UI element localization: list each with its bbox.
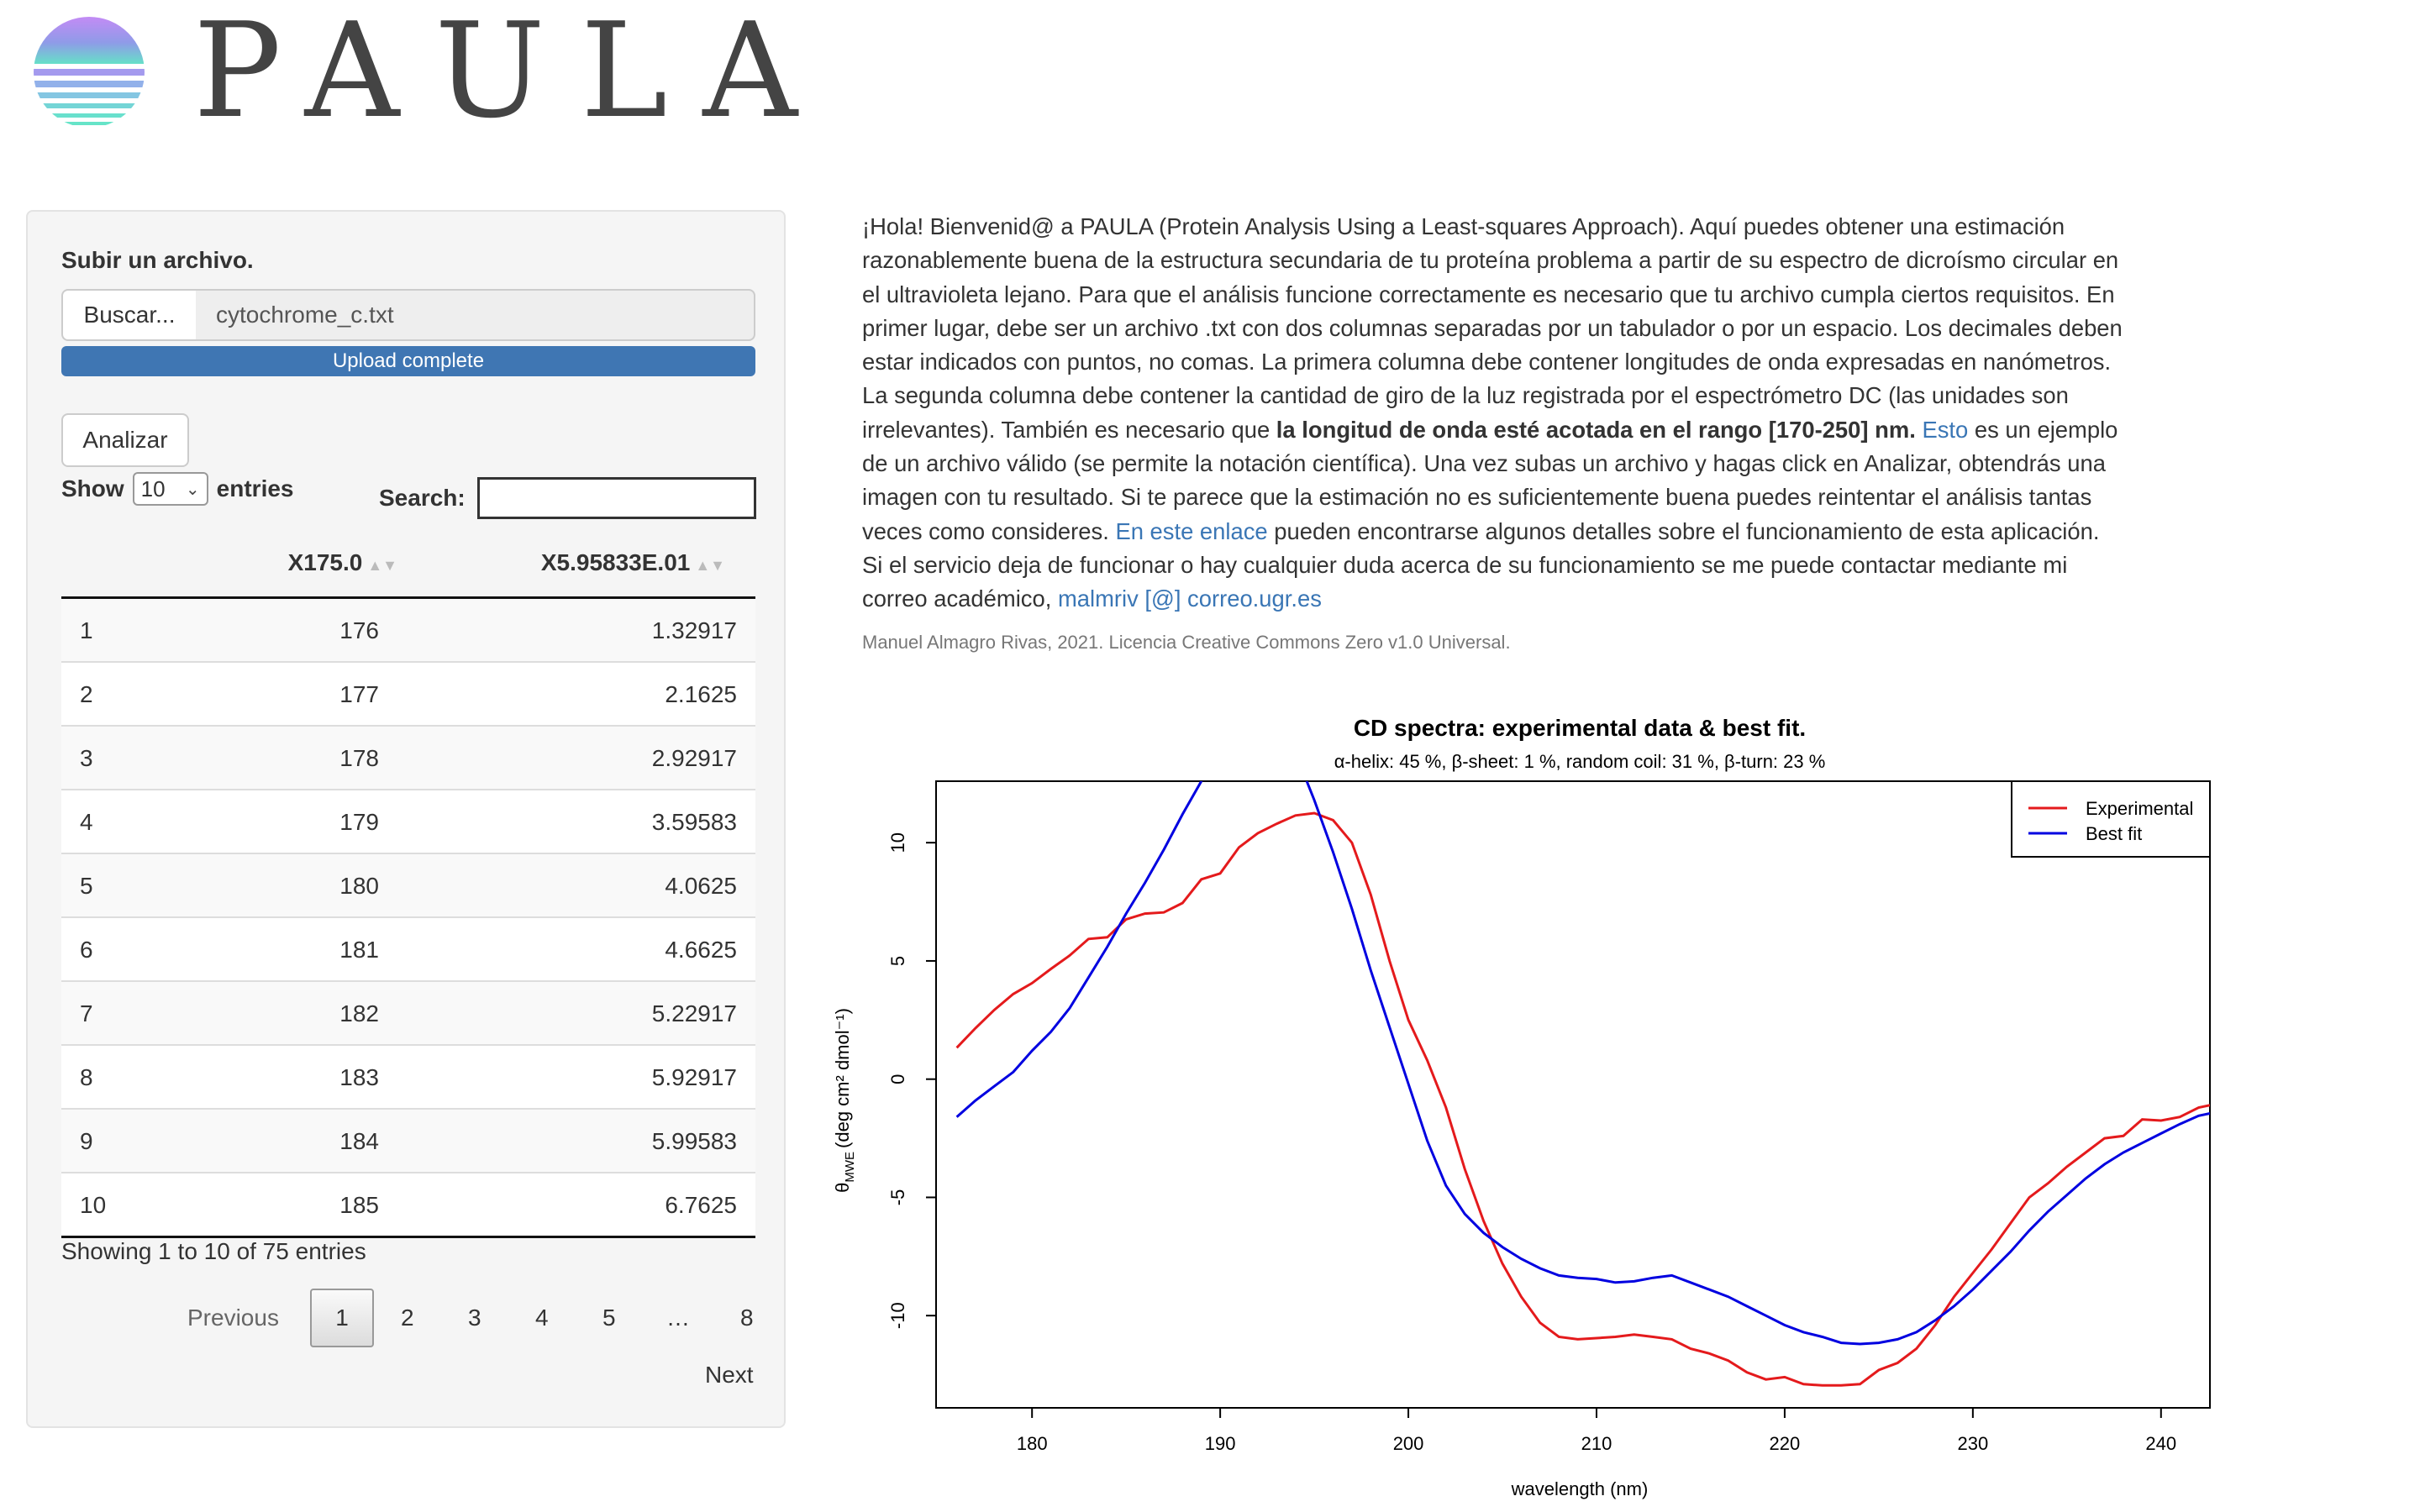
- search-input[interactable]: [476, 477, 756, 519]
- y-axis-label: θMWE(deg cm² dmol⁻¹): [832, 1008, 857, 1193]
- table-search: Search:: [379, 477, 756, 519]
- sort-icon: ▲▼: [695, 557, 725, 574]
- data-table: X175.0 ▲▼ X5.95833E.01 ▲▼ 1 176 1.32917 2 177…: [61, 529, 755, 1238]
- intro-text: ¡Hola! Bienvenid@ a PAULA (Protein Analy…: [862, 213, 2123, 612]
- app-title: PAULA: [193, 0, 834, 147]
- table-row: 1 176 1.32917: [61, 599, 755, 663]
- sunset-gradient-icon: [34, 17, 145, 125]
- x-tick-label: 190: [1205, 1433, 1236, 1454]
- credit-line: Manuel Almagro Rivas, 2021. Licencia Cre…: [862, 632, 1511, 653]
- email-link[interactable]: malmriv [@] correo.ugr.es: [1057, 585, 1322, 612]
- x-tick-label: 240: [2145, 1433, 2176, 1454]
- pagination: Previous 1 2 3 4 5 … 8 Next: [61, 1277, 755, 1394]
- entries-label: entries: [216, 475, 294, 501]
- legend-label: Best fit: [2086, 823, 2142, 844]
- file-name-field: cytochrome_c.txt: [196, 289, 755, 341]
- table-info: Showing 1 to 10 of 75 entries: [61, 1238, 366, 1264]
- page-length-control: Show 10 ⌄ entries: [61, 472, 294, 506]
- table-row: 10 185 6.7625: [61, 1173, 755, 1238]
- legend-label: Experimental: [2086, 798, 2193, 819]
- search-label: Search:: [379, 485, 466, 511]
- series-line-best-fit: [955, 781, 2210, 1346]
- page-button-4[interactable]: 4: [535, 1305, 549, 1331]
- column-header-y[interactable]: X5.95833E.01 ▲▼: [540, 549, 725, 575]
- show-label: Show: [61, 475, 124, 501]
- example-file-link[interactable]: Esto: [1922, 416, 1969, 443]
- column-header-x[interactable]: X175.0 ▲▼: [287, 549, 397, 575]
- x-tick-label: 210: [1581, 1433, 1612, 1454]
- page-length-select[interactable]: 10 ⌄: [132, 472, 208, 506]
- table-header: X175.0 ▲▼ X5.95833E.01 ▲▼: [61, 529, 755, 599]
- chart-subtitle: α-helix: 45 %, β-sheet: 1 %, random coil…: [1334, 751, 1826, 772]
- page-button-3[interactable]: 3: [468, 1305, 481, 1331]
- x-tick-label: 230: [1957, 1433, 1988, 1454]
- table-row: 6 181 4.6625: [61, 918, 755, 982]
- y-tick-label: -5: [887, 1189, 908, 1206]
- y-tick-label: 0: [887, 1074, 908, 1084]
- table-row: 9 184 5.99583: [61, 1110, 755, 1173]
- chart-legend: Experimental Best fit: [2011, 780, 2211, 858]
- y-tick-label: 5: [887, 956, 908, 966]
- table-row: 7 182 5.22917: [61, 982, 755, 1046]
- y-tick-label: 10: [887, 832, 908, 853]
- page-button-8[interactable]: 8: [740, 1305, 754, 1331]
- x-tick-label: 180: [1017, 1433, 1048, 1454]
- table-row: 4 179 3.59583: [61, 790, 755, 854]
- x-tick-label: 220: [1770, 1433, 1801, 1454]
- x-axis-label: wavelength (nm): [1511, 1478, 1649, 1499]
- details-link[interactable]: En este enlace: [1115, 517, 1268, 544]
- sidebar-panel: Subir un archivo. Buscar... cytochrome_c…: [26, 210, 786, 1428]
- page-button-2[interactable]: 2: [401, 1305, 414, 1331]
- y-tick-label: -10: [887, 1302, 908, 1329]
- table-row: 8 183 5.92917: [61, 1046, 755, 1110]
- intro-bold: la longitud de onda esté acotada en el r…: [1276, 416, 1916, 443]
- chart-title: CD spectra: experimental data & best fit…: [1354, 715, 1806, 741]
- table-row: 2 177 2.1625: [61, 663, 755, 727]
- table-row: 5 180 4.0625: [61, 854, 755, 918]
- next-page-button[interactable]: Next: [705, 1362, 754, 1388]
- browse-button[interactable]: Buscar...: [61, 289, 197, 341]
- page-button-1[interactable]: 1: [310, 1289, 374, 1347]
- x-tick-label: 200: [1393, 1433, 1424, 1454]
- cd-spectra-chart: CD spectra: experimental data & best fit…: [832, 715, 2211, 1499]
- analyze-button[interactable]: Analizar: [61, 413, 189, 467]
- chevron-down-icon: ⌄: [185, 480, 200, 499]
- page-ellipsis: …: [666, 1305, 690, 1331]
- page-length-value: 10: [140, 475, 166, 501]
- legend-box: [2011, 780, 2211, 858]
- plot-frame: [935, 780, 2211, 1409]
- upload-progress-bar: Upload complete: [61, 346, 755, 376]
- series-line-experimental: [955, 811, 2210, 1387]
- previous-page-button[interactable]: Previous: [187, 1305, 279, 1331]
- sort-icon: ▲▼: [367, 557, 397, 574]
- upload-label: Subir un archivo.: [61, 247, 254, 273]
- table-row: 3 178 2.92917: [61, 727, 755, 790]
- page-button-5[interactable]: 5: [602, 1305, 616, 1331]
